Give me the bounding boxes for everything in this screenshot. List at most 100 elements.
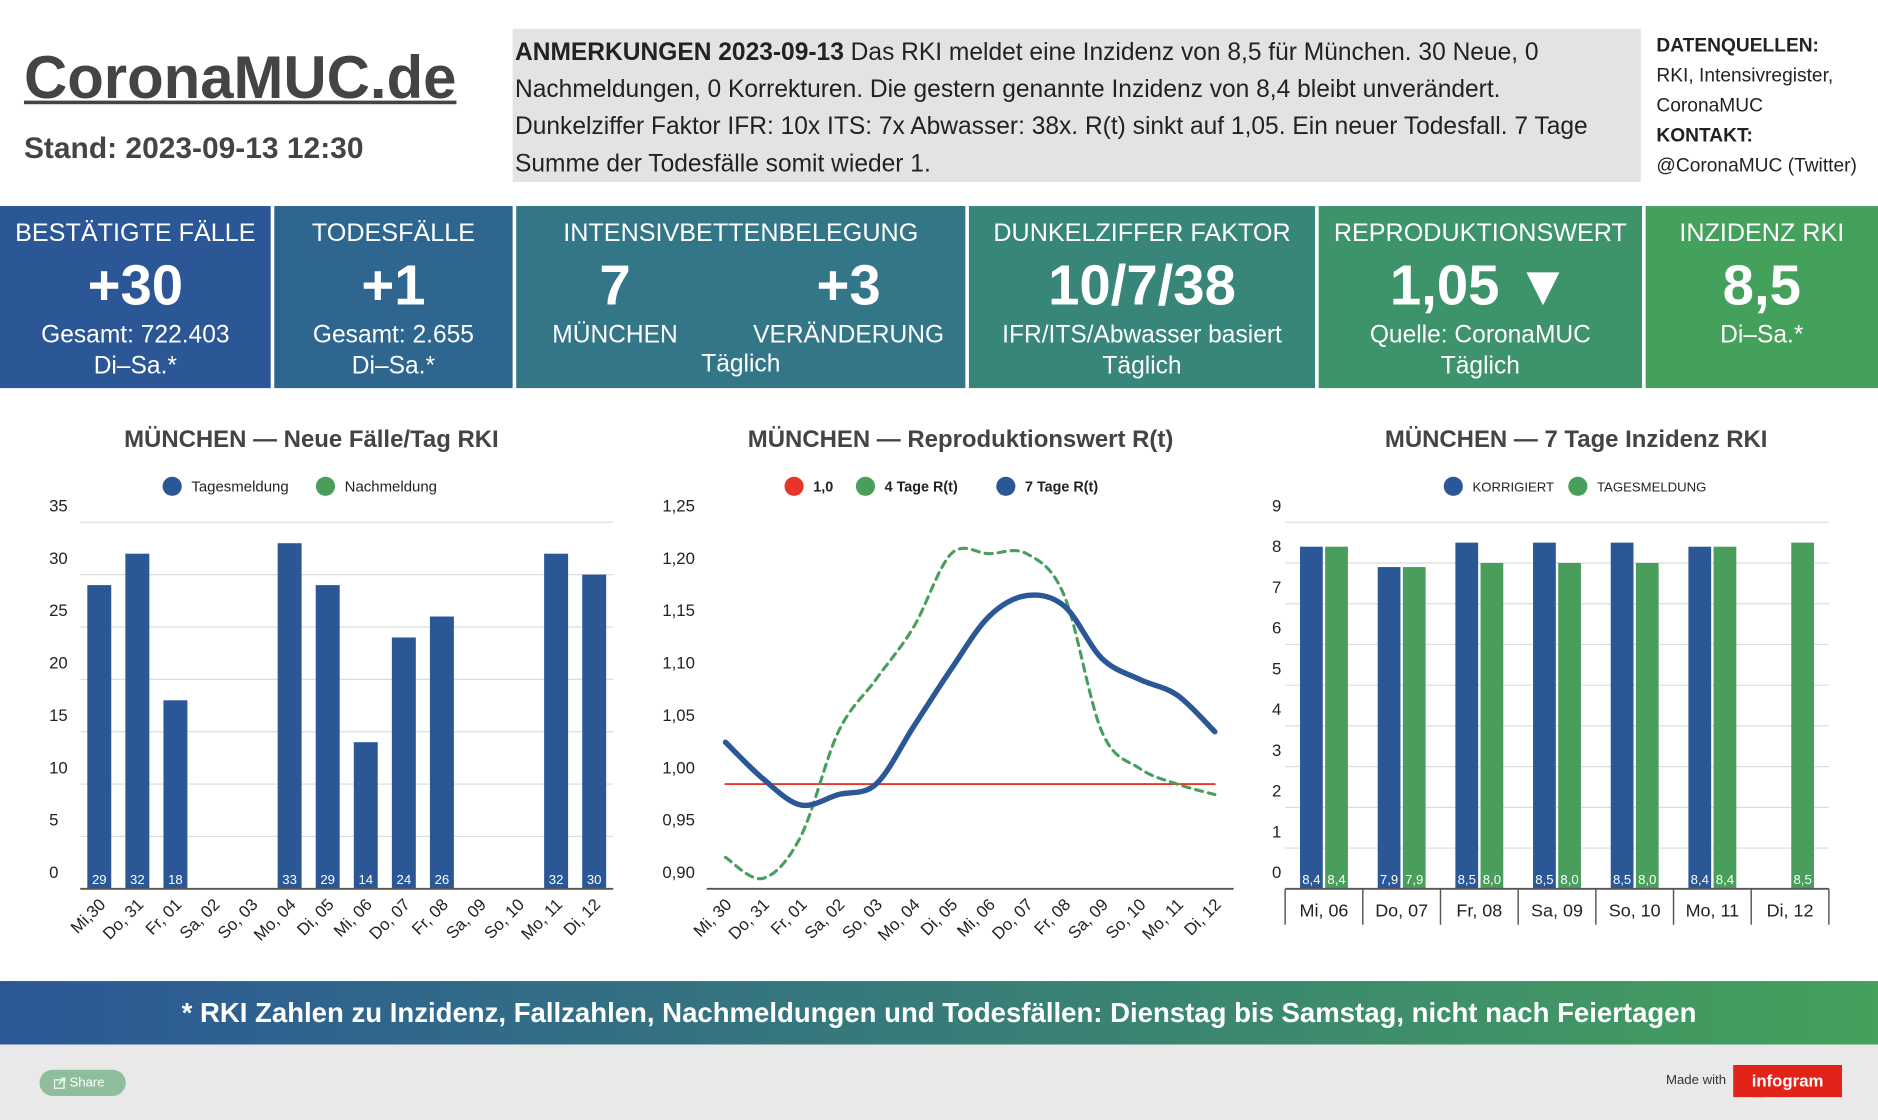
x-tick-label: Mo, 04 [874, 895, 924, 945]
bottom-bar [0, 1044, 1878, 1120]
bar-value-label: 8,4 [1302, 872, 1320, 887]
tile-title: REPRODUKTIONSWERT [1333, 219, 1627, 247]
x-tick-label: So, 10 [1609, 900, 1661, 920]
bar [163, 700, 188, 889]
y-tick-label: 9 [1272, 496, 1281, 515]
x-tick-label: Do, 31 [99, 895, 147, 943]
bar [87, 585, 112, 889]
bar-value-label: 24 [397, 872, 412, 887]
tile-value: +30 [87, 252, 184, 317]
tile-title: INZIDENZ RKI [1679, 219, 1845, 247]
x-tick-label: Di, 12 [1180, 895, 1224, 939]
x-tick-label: Do, 07 [988, 895, 1036, 943]
timestamp: Stand: 2023-09-13 12:30 [23, 131, 364, 166]
bar-value-label: 7,9 [1405, 872, 1423, 887]
legend-marker [1568, 476, 1588, 496]
legend-label: 7 Tage R(t) [1025, 480, 1098, 496]
bar-value-label: 8,0 [1638, 872, 1656, 887]
x-tick-label: Sa, 09 [1531, 900, 1583, 920]
bar [582, 574, 607, 889]
y-tick-label: 5 [49, 811, 58, 830]
tile-line: Di–Sa.* [1720, 321, 1804, 349]
bar-value-label: 8,5 [1613, 872, 1631, 887]
footer-note: * RKI Zahlen zu Inzidenz, Fallzahlen, Na… [0, 981, 1878, 1045]
brand[interactable]: infogram [1733, 1064, 1843, 1098]
y-tick-label: 4 [1272, 700, 1281, 719]
bar-value-label: 32 [549, 872, 564, 887]
y-tick-label: 8 [1272, 537, 1281, 556]
x-tick-label: Di, 05 [917, 895, 961, 939]
notes-text: Das RKI meldet eine Inzidenz von 8,5 für… [515, 38, 1588, 178]
y-tick-label: 1,25 [662, 496, 695, 515]
legend-marker [996, 476, 1016, 496]
tile-line: IFR/ITS/Abwasser basiert [1002, 321, 1282, 349]
bar [1480, 562, 1504, 889]
bar [1713, 546, 1737, 889]
bar-value-label: 26 [435, 872, 450, 887]
tile-line: Quelle: CoronaMUC [1369, 321, 1591, 349]
x-tick-label: Do, 31 [725, 895, 773, 943]
kpi-tile: INZIDENZ RKI 8,5 Di–Sa.* [1645, 206, 1878, 389]
legend-marker [855, 476, 876, 496]
bar [1377, 567, 1401, 889]
kpi-tile: INTENSIVBETTENBELEGUNG 7 MÜNCHEN +3 VERÄNDER… [516, 206, 966, 389]
bar [353, 742, 378, 889]
kpi-tile: BESTÄTIGTE FÄLLE +30 Gesamt: 722.403 Di–Sa.… [0, 206, 271, 389]
kpi-tile: REPRODUKTIONSWERT 1,05 ▼ Quelle: CoronaMUC… [1318, 206, 1643, 389]
tile-value: 10/7/38 [1048, 252, 1236, 317]
contact-heading: KONTAKT: [1656, 125, 1753, 147]
tile-value: +1 [361, 252, 426, 317]
x-tick-label: Mo, 11 [1138, 895, 1187, 944]
y-tick-label: 0 [1272, 863, 1281, 882]
legend-marker [784, 476, 804, 496]
y-tick-label: 10 [49, 758, 68, 777]
legend-marker [315, 476, 336, 496]
y-tick-label: 1 [1272, 822, 1281, 841]
tile-value: +3 [816, 252, 881, 317]
x-tick-label: Di, 05 [293, 895, 337, 939]
bar-value-label: 8,5 [1458, 872, 1476, 887]
bar [125, 553, 150, 889]
x-tick-label: Sa, 09 [442, 895, 490, 943]
tile-label: VERÄNDERUNG [753, 321, 945, 349]
bar-value-label: 8,4 [1327, 872, 1345, 887]
share-button[interactable]: Share [39, 1069, 126, 1097]
y-tick-label: 25 [49, 601, 68, 620]
tile-line: Gesamt: 2.655 [312, 321, 474, 349]
legend-label: 4 Tage R(t) [885, 480, 958, 496]
tile-label: MÜNCHEN [552, 321, 678, 349]
tile-line: Täglich [1440, 352, 1520, 380]
y-tick-label: 30 [49, 549, 68, 568]
bar-value-label: 8,4 [1691, 872, 1709, 887]
x-tick-label: Mo, 11 [517, 895, 566, 944]
share-label: Share [69, 1075, 105, 1091]
tile-line: Täglich [701, 349, 781, 378]
tile-line: Täglich [1102, 352, 1182, 380]
bar [1635, 562, 1659, 889]
bar-value-label: 32 [130, 872, 145, 887]
notes: ANMERKUNGEN 2023-09-13 Das RKI meldet ei… [512, 28, 1641, 183]
bar [391, 637, 416, 889]
bar-value-label: 7,9 [1380, 872, 1398, 887]
x-tick-label: Do, 07 [366, 895, 414, 943]
x-tick-label: Do, 07 [1375, 900, 1428, 920]
bar-value-label: 8,5 [1793, 872, 1811, 887]
y-tick-label: 6 [1272, 619, 1281, 638]
chart-title: MÜNCHEN — Neue Fälle/Tag RKI [124, 426, 499, 453]
legend-label: TAGESMELDUNG [1597, 480, 1706, 495]
sources-line: CoronaMUC [1656, 95, 1763, 117]
y-tick-label: 7 [1272, 578, 1281, 597]
notes-heading: ANMERKUNGEN 2023-09-13 [515, 38, 844, 66]
y-tick-label: 3 [1272, 741, 1281, 760]
sources-heading: DATENQUELLEN: [1656, 35, 1819, 57]
legend-label: KORRIGIERT [1472, 480, 1554, 495]
site-title[interactable]: CoronaMUC.de [23, 44, 457, 112]
tile-line: Gesamt: 722.403 [41, 321, 230, 349]
x-tick-label: Mi, 06 [1300, 900, 1349, 920]
y-tick-label: 1,15 [662, 601, 695, 620]
tile-title: INTENSIVBETTENBELEGUNG [563, 219, 919, 247]
x-tick-label: Sa, 02 [801, 895, 849, 943]
y-tick-label: 5 [1272, 659, 1281, 678]
